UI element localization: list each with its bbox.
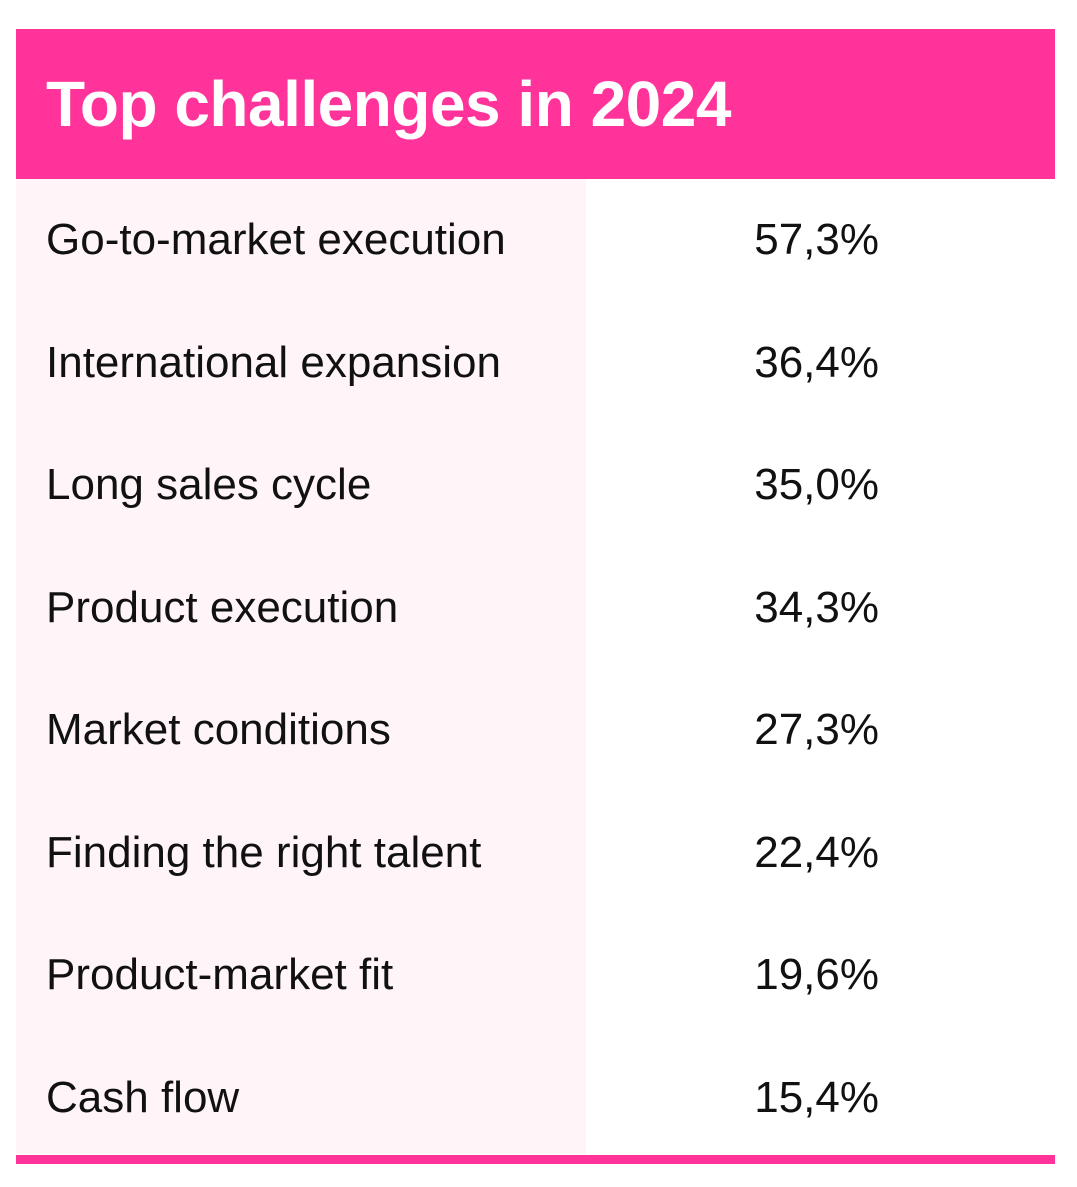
challenges-table: Top challenges in 2024 Go-to-market exec… [16,29,1055,1164]
table-body: Go-to-market execution 57,3% International… [16,179,1055,1154]
row-value: 34,3% [754,583,879,632]
row-value: 27,3% [754,705,879,754]
table-row: Go-to-market execution 57,3% [16,179,1055,301]
row-label: Go-to-market execution [46,215,506,264]
row-label: Finding the right talent [46,828,482,877]
bottom-divider [16,1155,1055,1164]
row-value: 35,0% [754,460,879,509]
table-title: Top challenges in 2024 [46,68,731,140]
row-value: 57,3% [754,215,879,264]
table-row: Long sales cycle 35,0% [16,424,1055,546]
table-row: International expansion 36,4% [16,302,1055,424]
table-row: Finding the right talent 22,4% [16,792,1055,914]
table-header: Top challenges in 2024 [16,29,1055,179]
table-row: Product-market fit 19,6% [16,914,1055,1036]
table-row: Cash flow 15,4% [16,1037,1055,1159]
row-value: 19,6% [754,950,879,999]
row-label: Product execution [46,583,399,632]
row-value: 22,4% [754,828,879,877]
row-label: Product-market fit [46,950,394,999]
row-label: Cash flow [46,1073,240,1122]
row-label: Market conditions [46,705,391,754]
row-label: Long sales cycle [46,460,372,509]
row-label: International expansion [46,338,501,387]
table-row: Market conditions 27,3% [16,669,1055,791]
table-row: Product execution 34,3% [16,547,1055,669]
row-value: 36,4% [754,338,879,387]
label-column-background [16,179,586,1154]
row-value: 15,4% [754,1073,879,1122]
